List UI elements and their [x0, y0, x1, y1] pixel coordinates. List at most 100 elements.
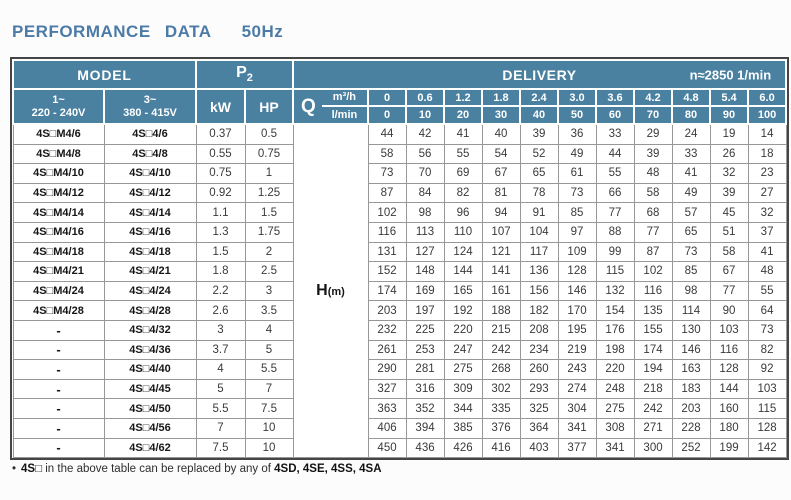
flow-lmin-value: 30: [481, 105, 522, 125]
kw-cell: 1.8: [195, 261, 246, 282]
delivery-value-cell: 52: [519, 143, 559, 165]
delivery-value-cell: 90: [709, 300, 749, 321]
kw-cell: 2.6: [195, 300, 246, 321]
voltage-3phase-line1: 3~: [143, 93, 157, 106]
model-1phase-cell: 4S□M4/24: [12, 280, 105, 302]
delivery-value-cell: 174: [367, 280, 407, 302]
delivery-value-cell: 341: [595, 437, 635, 459]
voltage-3phase-header: 3~ 380 - 415V: [103, 88, 197, 125]
hp-cell: 2: [244, 241, 294, 263]
header-row-groups: MODEL P2 DELIVERY n≈2850 1/min: [12, 59, 788, 90]
footnote-replacement-models: 4SD, 4SE, 4SS, 4SA: [274, 463, 382, 475]
model-3phase-cell: 4S□4/24: [103, 280, 197, 302]
hp-cell: 3.5: [244, 300, 294, 321]
delivery-value-cell: 40: [481, 123, 521, 145]
delivery-value-cell: 58: [633, 182, 673, 204]
voltage-1phase-line1: 1~: [52, 93, 65, 106]
delivery-value-cell: 195: [557, 319, 597, 341]
performance-table-frame: MODEL P2 DELIVERY n≈2850 1/min 1~ 220 - …: [10, 57, 790, 461]
delivery-value-cell: 243: [557, 359, 597, 380]
table-row: 4S□M4/6 4S□4/6 0.37 0.5 H(m) 44 42 41 40 39 36 33 29…: [12, 123, 787, 459]
model-3phase-cell: 4S□4/12: [103, 182, 197, 204]
delivery-value-cell: 27: [747, 182, 787, 204]
table-row: 4S□M4/18 4S□4/18 1.5 2 131 127 124 121 117 109 99 8…: [12, 241, 787, 263]
delivery-value-cell: 32: [747, 202, 787, 223]
delivery-value-cell: 228: [671, 417, 711, 439]
q-unit-lmin: l/min: [331, 109, 358, 121]
delivery-value-cell: 114: [671, 300, 711, 321]
model-1phase-cell: -: [12, 398, 105, 419]
model-3phase-cell: 4S□4/62: [103, 437, 197, 459]
delivery-value-cell: 57: [671, 202, 711, 223]
delivery-value-cell: 61: [557, 163, 597, 184]
table-row: 4S□M4/21 4S□4/21 1.8 2.5 152 148 144 141 136 128 1…: [12, 261, 787, 282]
delivery-value-cell: 327: [367, 378, 407, 400]
delivery-value-cell: 154: [595, 300, 635, 321]
voltage-1phase-header: 1~ 220 - 240V: [12, 88, 105, 125]
delivery-value-cell: 68: [633, 202, 673, 223]
q-units: m³/h l/min: [321, 90, 368, 123]
delivery-value-cell: 85: [671, 261, 711, 282]
delivery-value-cell: 182: [519, 300, 559, 321]
delivery-value-cell: 14: [747, 123, 787, 145]
delivery-value-cell: 304: [557, 398, 597, 419]
delivery-value-cell: 116: [633, 280, 673, 302]
delivery-value-cell: 33: [671, 143, 711, 165]
delivery-value-cell: 117: [519, 241, 559, 263]
flow-lmin-value: 90: [709, 105, 750, 125]
model-3phase-cell: 4S□4/56: [103, 417, 197, 439]
delivery-value-cell: 73: [747, 319, 787, 341]
delivery-value-cell: 208: [519, 319, 559, 341]
delivery-value-cell: 203: [671, 398, 711, 419]
delivery-value-cell: 290: [367, 359, 407, 380]
delivery-value-cell: 128: [747, 417, 787, 439]
table-row: 4S□M4/24 4S□4/24 2.2 3 174 169 165 161 156 146 132…: [12, 280, 787, 302]
delivery-value-cell: 192: [443, 300, 483, 321]
model-3phase-cell: 4S□4/14: [103, 202, 197, 223]
delivery-value-cell: 352: [405, 398, 445, 419]
model-3phase-cell: 4S□4/50: [103, 398, 197, 419]
delivery-value-cell: 218: [633, 378, 673, 400]
delivery-value-cell: 180: [709, 417, 749, 439]
delivery-value-cell: 115: [747, 398, 787, 419]
table-row: 4S□M4/8 4S□4/8 0.55 0.75 58 56 55 54 52 49 44 39 33 2…: [12, 143, 787, 165]
model-3phase-cell: 4S□4/6: [103, 123, 197, 145]
hp-cell: 5.5: [244, 359, 294, 380]
flow-lmin-value: 0: [367, 105, 408, 125]
delivery-value-cell: 65: [519, 163, 559, 184]
delivery-value-cell: 406: [367, 417, 407, 439]
delivery-value-cell: 67: [481, 163, 521, 184]
delivery-value-cell: 37: [747, 221, 787, 243]
table-row: 4S□M4/16 4S□4/16 1.3 1.75 116 113 110 107 104 97 8…: [12, 221, 787, 243]
delivery-value-cell: 242: [481, 339, 521, 361]
delivery-value-cell: 450: [367, 437, 407, 459]
delivery-value-cell: 363: [367, 398, 407, 419]
delivery-value-cell: 394: [405, 417, 445, 439]
head-meters-label: H: [316, 282, 328, 300]
delivery-value-cell: 308: [595, 417, 635, 439]
footnote: • 4S□ in the above table can be replaced …: [12, 463, 382, 475]
delivery-value-cell: 242: [633, 398, 673, 419]
delivery-value-cell: 19: [709, 123, 749, 145]
delivery-value-cell: 88: [595, 221, 635, 243]
delivery-value-cell: 146: [671, 339, 711, 361]
delivery-value-cell: 98: [405, 202, 445, 223]
delivery-value-cell: 64: [747, 300, 787, 321]
delivery-value-cell: 113: [405, 221, 445, 243]
delivery-value-cell: 248: [595, 378, 635, 400]
delivery-value-cell: 261: [367, 339, 407, 361]
delivery-value-cell: 377: [557, 437, 597, 459]
delivery-value-cell: 131: [367, 241, 407, 263]
delivery-value-cell: 124: [443, 241, 483, 263]
delivery-value-cell: 274: [557, 378, 597, 400]
delivery-value-cell: 82: [747, 339, 787, 361]
delivery-value-cell: 144: [709, 378, 749, 400]
delivery-value-cell: 275: [595, 398, 635, 419]
delivery-value-cell: 55: [443, 143, 483, 165]
delivery-value-cell: 78: [519, 182, 559, 204]
hp-cell: 1.75: [244, 221, 294, 243]
kw-cell: 5: [195, 378, 246, 400]
delivery-value-cell: 49: [671, 182, 711, 204]
flow-m3h-value: 2.4: [519, 88, 560, 107]
delivery-value-cell: 170: [557, 300, 597, 321]
